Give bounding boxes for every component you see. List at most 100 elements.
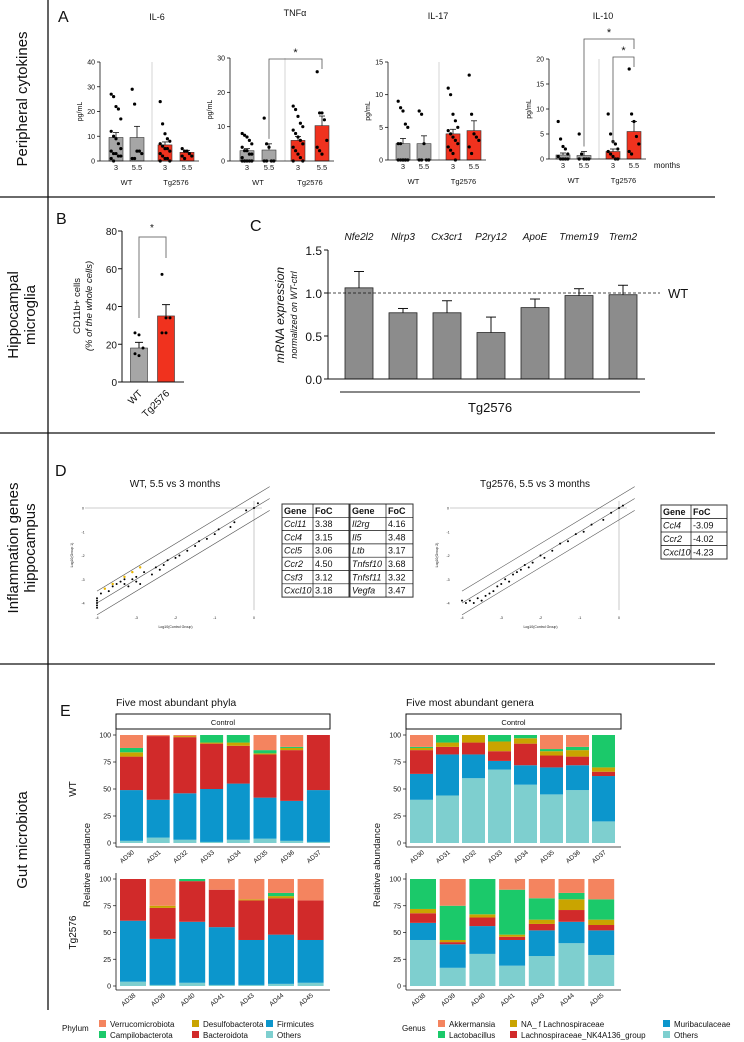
group-label: WT — [252, 178, 264, 187]
legend-swatch — [438, 1020, 445, 1027]
x-tick-label: AD39 — [440, 992, 457, 1008]
data-point — [107, 590, 110, 593]
data-point — [164, 331, 168, 335]
data-point — [396, 142, 400, 146]
stack-segment — [469, 914, 496, 918]
y-tick-label: 75 — [393, 760, 401, 767]
stack-segment — [436, 754, 459, 796]
y-tick-label: 30 — [87, 84, 95, 91]
stack-segment — [200, 841, 224, 843]
stack-segment — [173, 839, 197, 843]
data-point — [315, 145, 319, 149]
data-point — [609, 132, 613, 136]
data-point — [96, 604, 98, 607]
section-label: Inflammation genes — [5, 483, 22, 614]
foc-cell: 3.48 — [388, 532, 406, 542]
stack-segment — [179, 921, 206, 983]
x-tick-label: AD41 — [499, 992, 516, 1008]
data-point — [294, 149, 298, 153]
data-point — [109, 129, 113, 133]
stack-segment — [558, 892, 585, 900]
stack-segment — [200, 743, 224, 789]
stack-segment — [499, 889, 526, 935]
significance-bracket — [268, 58, 323, 139]
data-point — [111, 585, 114, 588]
data-point — [616, 147, 620, 151]
bar — [130, 347, 148, 383]
stack-segment — [439, 939, 466, 943]
highlighted-point — [131, 570, 134, 574]
y-tick-label: 0 — [447, 507, 449, 511]
y-axis-label: pg/mL — [365, 101, 372, 121]
data-point — [446, 129, 450, 133]
data-point — [606, 112, 610, 116]
data-point — [504, 578, 507, 581]
data-point — [453, 119, 457, 123]
section-label: Gut microbiota — [14, 791, 31, 889]
data-point — [158, 100, 162, 104]
data-point — [168, 149, 172, 153]
stack-segment — [149, 879, 176, 906]
stack-segment — [436, 735, 459, 743]
y-tick-label: -2 — [81, 554, 84, 558]
y-tick-label: 0 — [107, 841, 111, 848]
legend-swatch — [438, 1031, 445, 1038]
y-axis-label: Relative abundance — [372, 823, 383, 907]
chart-title: Five most abundant phyla — [116, 697, 236, 709]
data-point — [396, 99, 400, 103]
x-tick-label: 3 — [401, 162, 405, 171]
table-header: Gene — [284, 506, 307, 516]
x-tick-label: AD37 — [306, 849, 323, 865]
data-point — [133, 102, 137, 106]
data-point — [627, 67, 631, 71]
stack-segment — [238, 939, 265, 985]
group-label: WT — [121, 178, 133, 187]
gene-cell: Il5 — [352, 532, 363, 542]
data-point — [508, 580, 511, 583]
y-tick-label: 10 — [536, 107, 544, 114]
y-tick-label: 75 — [103, 903, 111, 910]
y-tick-label: 60 — [106, 265, 118, 276]
y-tick-label: -3 — [446, 578, 449, 582]
data-point — [449, 132, 453, 136]
data-point — [613, 142, 618, 146]
data-point — [183, 156, 187, 161]
data-point — [298, 138, 302, 142]
stack-segment — [149, 938, 176, 985]
y-tick-label: 100 — [389, 877, 401, 884]
y-axis-label: Log10(Group 1) — [70, 543, 74, 568]
y-tick-label: -3 — [81, 578, 84, 582]
data-point — [133, 331, 137, 335]
data-point — [133, 352, 137, 356]
x-tick-label: AD32 — [461, 849, 478, 865]
data-point — [451, 151, 455, 156]
data-point — [453, 138, 457, 142]
data-point — [96, 606, 98, 609]
data-point — [114, 137, 118, 141]
data-point — [165, 147, 169, 151]
data-point — [539, 554, 542, 557]
x-tick-label: 3 — [245, 163, 249, 172]
legend-swatch — [99, 1020, 106, 1027]
y-tick-label: 1.5 — [305, 244, 322, 258]
data-point — [160, 272, 164, 276]
data-point — [114, 104, 118, 109]
highlighted-point — [103, 587, 107, 590]
stack-segment — [566, 746, 589, 751]
data-point — [265, 142, 269, 146]
x-tick-label: Tg2576 — [140, 388, 172, 420]
stack-segment — [528, 930, 555, 957]
data-point — [291, 128, 295, 132]
data-point — [574, 533, 577, 536]
y-tick-label: 0 — [221, 159, 225, 166]
section-label: hippocampus — [22, 503, 39, 592]
stack-segment — [280, 750, 304, 801]
significance-star: * — [621, 45, 626, 57]
foc-cell: 4.16 — [388, 519, 406, 529]
x-tick-label: AD30 — [409, 849, 426, 865]
x-tick-label: AD33 — [199, 849, 216, 865]
stack-segment — [208, 984, 235, 986]
fold-line — [96, 486, 270, 592]
stack-segment — [238, 984, 265, 986]
stack-segment — [268, 983, 294, 986]
